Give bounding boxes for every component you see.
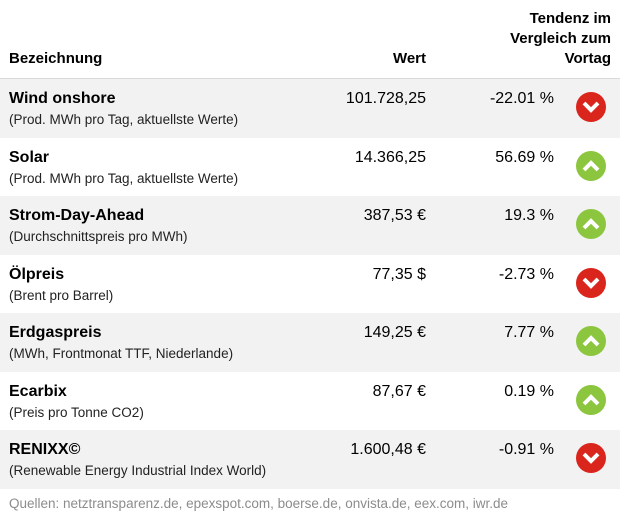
table-row: Solar (Prod. MWh pro Tag, aktuellste Wert…	[0, 138, 620, 197]
row-value: 87,67 €	[372, 382, 426, 400]
arrow-up-icon	[576, 326, 606, 356]
row-title: Strom-Day-Ahead	[9, 207, 145, 224]
row-subtitle: (Renewable Energy Industrial Index World…	[9, 463, 267, 478]
row-subtitle: (Durchschnittspreis pro MWh)	[9, 229, 188, 244]
row-change: -22.01 %	[489, 90, 554, 107]
table-row: RENIXX© (Renewable Energy Industrial Inde…	[0, 430, 620, 489]
table-row: Wind onshore (Prod. MWh pro Tag, aktuells…	[0, 79, 620, 138]
row-subtitle: (Brent pro Barrel)	[9, 287, 114, 303]
row-title: Ölpreis	[9, 265, 65, 283]
table-row: Strom-Day-Ahead (Durchschnittspreis pro M…	[0, 196, 620, 255]
arrow-down-icon	[576, 267, 606, 298]
row-subtitle: (Prod. MWh pro Tag, aktuellste Werte)	[9, 112, 239, 127]
row-value: 387,53 €	[363, 207, 426, 224]
row-subtitle: (MWh, Frontmonat TTF, Niederlande)	[9, 346, 234, 361]
row-value: 77,35 $	[372, 265, 426, 283]
trend-header-line: Vortag	[564, 50, 611, 67]
row-change: 19.3 %	[504, 207, 554, 224]
arrow-up-icon	[576, 150, 606, 181]
market-table: Bezeichnung Wert Tendenz im Vergleich zu…	[0, 0, 620, 489]
row-value: 149,25 €	[363, 324, 426, 341]
row-value: 14.366,25	[354, 148, 426, 166]
row-change: 7.77 %	[504, 324, 554, 341]
arrow-up-icon	[576, 384, 606, 415]
column-header-value: Wert	[392, 50, 426, 67]
column-header-name: Bezeichnung	[9, 50, 103, 67]
arrow-up-icon	[576, 209, 606, 239]
row-change: 0.19 %	[504, 382, 554, 400]
row-subtitle: (Prod. MWh pro Tag, aktuellste Werte)	[9, 170, 239, 186]
row-title: Ecarbix	[9, 382, 67, 400]
trend-header-line: Vergleich zum	[510, 30, 611, 47]
row-title: RENIXX©	[9, 441, 81, 458]
row-title: Wind onshore	[9, 90, 116, 107]
trend-header-line: Tendenz im	[529, 10, 611, 27]
row-value: 1.600,48 €	[350, 441, 426, 458]
row-value: 101.728,25	[345, 90, 426, 107]
row-subtitle: (Preis pro Tonne CO2)	[9, 404, 144, 420]
row-change: -2.73 %	[498, 265, 554, 283]
arrow-down-icon	[576, 92, 606, 122]
row-title: Solar	[9, 148, 50, 166]
table-body: Wind onshore (Prod. MWh pro Tag, aktuells…	[0, 79, 620, 489]
row-change: -0.91 %	[498, 441, 554, 458]
table-row: Ölpreis (Brent pro Barrel) 77,35 $ -2.73 %	[0, 255, 620, 314]
row-title: Erdgaspreis	[9, 324, 102, 341]
table-row: Erdgaspreis (MWh, Frontmonat TTF, Niederl…	[0, 313, 620, 372]
row-change: 56.69 %	[495, 148, 554, 166]
sources-footer: Quellen: netztransparenz.de, epexspot.co…	[9, 496, 509, 511]
arrow-down-icon	[576, 443, 606, 473]
column-header-trend: Tendenz im Vergleich zum Vortag	[451, 9, 611, 69]
table-row: Ecarbix (Preis pro Tonne CO2) 87,67 € 0.19 …	[0, 372, 620, 431]
table-header: Bezeichnung Wert Tendenz im Vergleich zu…	[0, 0, 620, 79]
